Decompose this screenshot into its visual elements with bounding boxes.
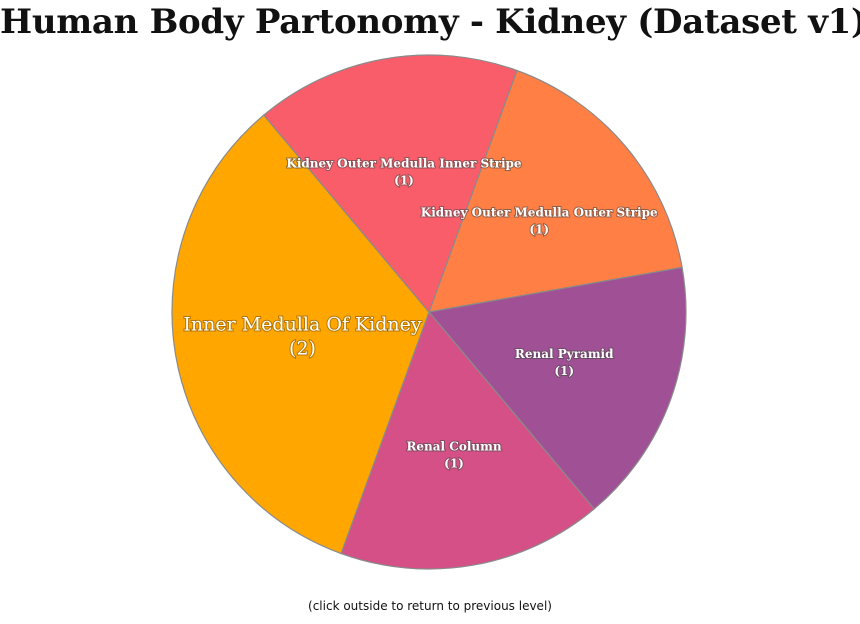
pie-slice-kidney-outer-medulla-outer-stripe[interactable] [428, 69, 683, 313]
pie-slice-renal-column[interactable] [340, 310, 596, 570]
pie-slice-inner-medulla-of-kidney[interactable] [171, 114, 430, 555]
pie-slice-kidney-outer-medulla-inner-stripe[interactable] [262, 54, 518, 314]
return-to-previous-level-hint[interactable]: (click outside to return to previous lev… [308, 599, 552, 613]
chart-title: Human Body Partonomy - Kidney (Dataset v… [0, 2, 860, 42]
pie-slice-renal-pyramid[interactable] [427, 266, 687, 510]
